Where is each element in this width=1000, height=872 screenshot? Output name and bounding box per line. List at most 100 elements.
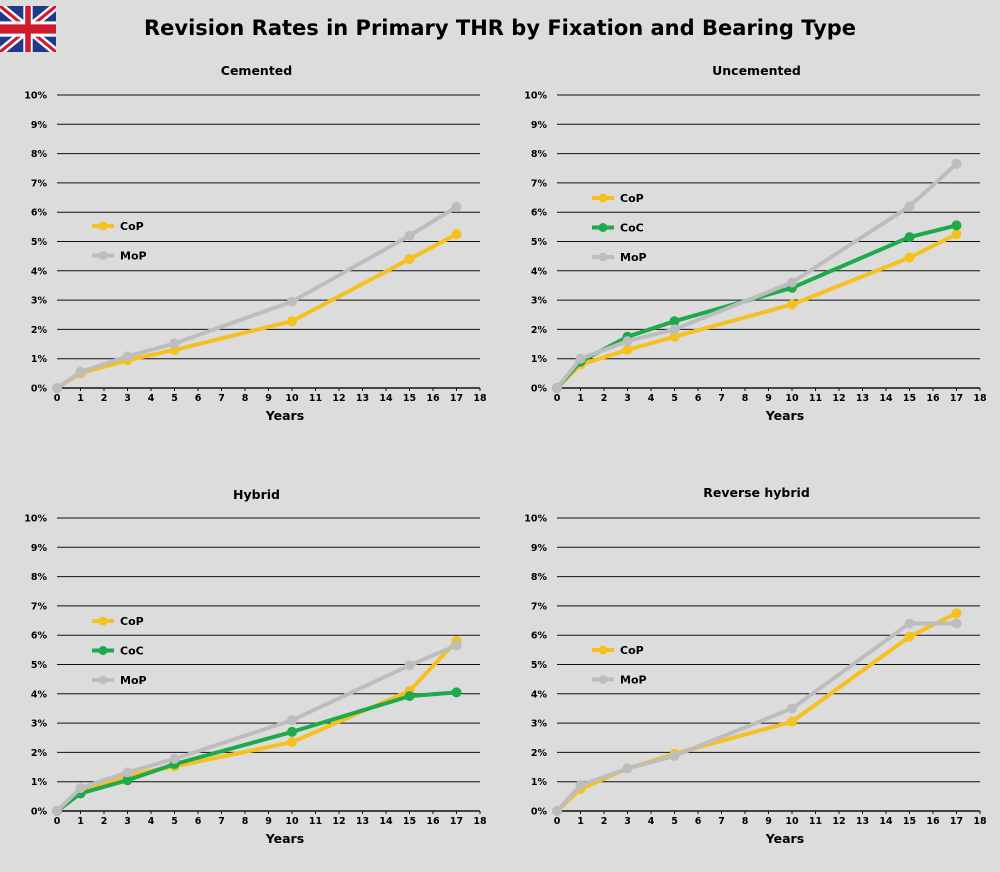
x-tick-label: 10 bbox=[285, 393, 299, 404]
y-tick-label: 7% bbox=[531, 601, 548, 612]
y-tick-label: 2% bbox=[31, 325, 48, 336]
legend-marker bbox=[598, 252, 608, 262]
data-point-mop bbox=[451, 201, 462, 212]
x-tick-label: 9 bbox=[265, 816, 272, 827]
x-tick-label: 10 bbox=[785, 393, 799, 404]
x-tick-label: 9 bbox=[765, 816, 772, 827]
data-point-mop bbox=[552, 383, 562, 393]
legend-marker bbox=[98, 675, 108, 685]
data-point-mop bbox=[52, 383, 62, 393]
x-tick-label: 7 bbox=[218, 816, 225, 827]
legend-label: MoP bbox=[620, 251, 647, 264]
x-tick-label: 8 bbox=[742, 816, 749, 827]
data-point-mop bbox=[575, 780, 586, 791]
data-point-cop bbox=[787, 716, 797, 727]
y-tick-label: 6% bbox=[31, 631, 48, 642]
data-point-cop bbox=[669, 331, 680, 342]
data-point-mop bbox=[669, 324, 680, 335]
x-tick-label: 2 bbox=[101, 816, 108, 827]
x-tick-label: 5 bbox=[671, 393, 678, 404]
x-tick-label: 1 bbox=[577, 393, 584, 404]
data-point-mop bbox=[404, 660, 415, 671]
data-point-mop bbox=[904, 201, 915, 212]
y-tick-label: 8% bbox=[531, 149, 548, 160]
x-tick-label: 7 bbox=[218, 393, 225, 404]
x-tick-label: 18 bbox=[973, 393, 987, 404]
y-tick-label: 1% bbox=[531, 777, 548, 788]
data-point-cop bbox=[622, 344, 633, 355]
legend-marker bbox=[598, 645, 608, 655]
x-tick-label: 6 bbox=[695, 393, 702, 404]
data-point-mop bbox=[451, 640, 462, 651]
x-tick-label: 16 bbox=[926, 816, 940, 827]
y-tick-label: 1% bbox=[31, 354, 48, 365]
x-tick-label: 4 bbox=[648, 393, 655, 404]
y-tick-label: 8% bbox=[531, 572, 548, 583]
y-tick-label: 0% bbox=[31, 807, 48, 818]
x-tick-label: 1 bbox=[77, 393, 84, 404]
x-axis-label: Years bbox=[765, 831, 804, 846]
x-tick-label: 16 bbox=[426, 393, 440, 404]
series-line-cop bbox=[555, 232, 959, 390]
data-point-mop bbox=[75, 366, 86, 377]
x-tick-label: 0 bbox=[554, 393, 561, 404]
legend-label: CoC bbox=[120, 645, 144, 658]
y-tick-label: 10% bbox=[524, 91, 547, 102]
y-tick-label: 3% bbox=[531, 296, 548, 307]
chart-title: Reverse hybrid bbox=[703, 485, 810, 500]
y-tick-label: 4% bbox=[531, 689, 548, 700]
y-tick-label: 5% bbox=[531, 660, 548, 671]
y-tick-label: 0% bbox=[531, 384, 548, 395]
data-point-coc bbox=[951, 220, 962, 231]
series-line-cop bbox=[55, 232, 459, 390]
data-point-mop bbox=[787, 277, 797, 288]
legend-marker bbox=[98, 646, 108, 655]
x-tick-label: 2 bbox=[601, 816, 608, 827]
x-tick-label: 8 bbox=[242, 816, 249, 827]
y-tick-label: 5% bbox=[531, 237, 548, 248]
x-tick-label: 2 bbox=[101, 393, 108, 404]
data-point-mop bbox=[904, 618, 915, 629]
y-tick-label: 1% bbox=[31, 777, 48, 788]
data-point-mop bbox=[951, 158, 962, 169]
data-point-mop bbox=[622, 336, 633, 347]
data-point-mop bbox=[404, 230, 415, 241]
x-tick-label: 14 bbox=[879, 393, 893, 404]
data-point-mop bbox=[951, 618, 962, 629]
x-tick-label: 12 bbox=[832, 393, 845, 404]
x-tick-label: 11 bbox=[809, 393, 822, 404]
legend-marker bbox=[98, 251, 108, 260]
y-tick-label: 9% bbox=[31, 543, 48, 554]
data-point-coc bbox=[122, 775, 133, 786]
legend-marker bbox=[598, 223, 608, 232]
data-point-coc bbox=[669, 316, 680, 327]
y-tick-label: 9% bbox=[31, 120, 48, 131]
y-tick-label: 8% bbox=[31, 149, 48, 160]
x-tick-label: 7 bbox=[718, 816, 725, 827]
x-tick-label: 5 bbox=[171, 393, 178, 404]
series-line-mop bbox=[55, 204, 459, 390]
data-point-coc bbox=[404, 691, 415, 702]
x-tick-label: 4 bbox=[148, 393, 155, 404]
y-tick-label: 3% bbox=[31, 296, 48, 307]
series-line-coc bbox=[55, 690, 459, 813]
x-tick-label: 15 bbox=[403, 393, 416, 404]
x-tick-label: 12 bbox=[332, 816, 345, 827]
y-tick-label: 6% bbox=[531, 631, 548, 642]
y-tick-label: 7% bbox=[31, 601, 48, 612]
data-point-cop bbox=[451, 229, 462, 240]
page-title: Revision Rates in Primary THR by Fixatio… bbox=[143, 16, 857, 40]
data-point-cop bbox=[404, 254, 415, 265]
y-tick-label: 2% bbox=[531, 325, 548, 336]
legend-marker bbox=[98, 616, 108, 626]
x-tick-label: 17 bbox=[950, 393, 963, 404]
x-tick-label: 18 bbox=[973, 816, 987, 827]
y-tick-label: 10% bbox=[24, 91, 47, 102]
x-tick-label: 16 bbox=[426, 816, 440, 827]
x-tick-label: 0 bbox=[54, 393, 61, 404]
x-tick-label: 11 bbox=[309, 393, 322, 404]
y-tick-label: 2% bbox=[531, 748, 548, 759]
x-tick-label: 16 bbox=[926, 393, 940, 404]
